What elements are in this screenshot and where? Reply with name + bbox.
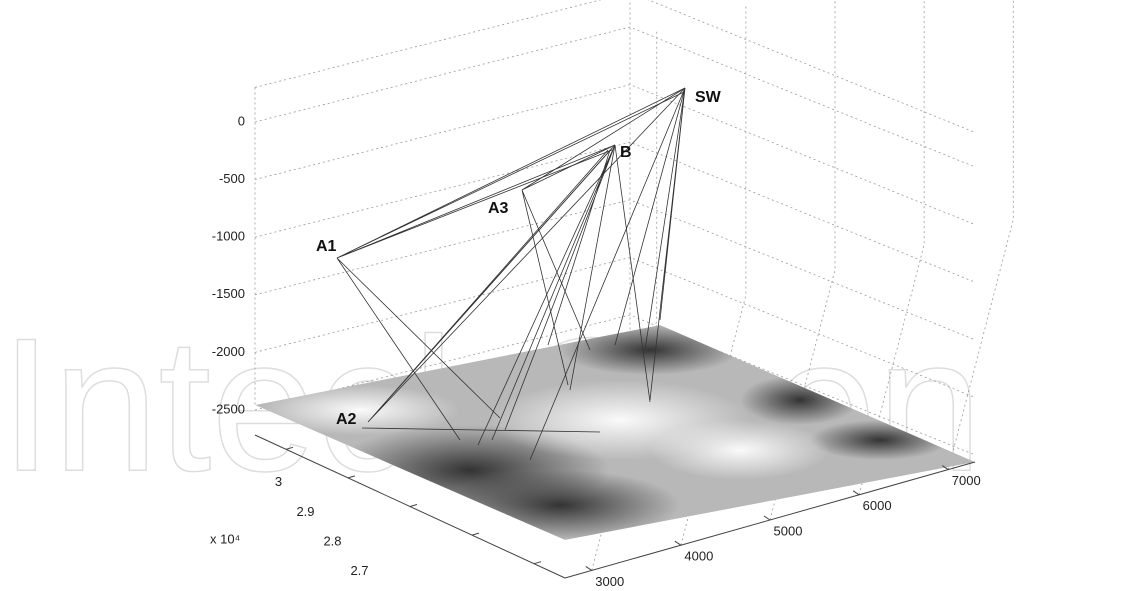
y-tick-label: 2.7 [350, 563, 368, 578]
point-label: A2 [336, 411, 357, 428]
grid-line [254, 26, 976, 168]
x-tick-label: 6000 [863, 498, 892, 513]
ray-paths [336, 87, 686, 461]
y-tick [347, 475, 356, 479]
grid-line [254, 314, 976, 456]
y-tick-label: 3 [275, 474, 282, 489]
wall-edge [254, 0, 976, 405]
z-tick-label: -1500 [212, 286, 245, 301]
x-tick [585, 566, 593, 571]
y-tick-label: 2.8 [323, 533, 341, 548]
y-tick [409, 504, 418, 507]
y-tick [471, 532, 480, 536]
x-tick [852, 490, 860, 496]
point-label: SW [695, 89, 722, 106]
z-tick-label: -2000 [212, 344, 245, 359]
y-tick [533, 561, 542, 565]
z-tick-label: -2500 [212, 401, 245, 416]
x-axis [564, 461, 976, 579]
x-tick [674, 540, 682, 546]
x-tick-label: 7000 [952, 473, 981, 488]
grid-line [858, 0, 925, 495]
x-tick-label: 5000 [774, 523, 803, 538]
grid-line [254, 84, 976, 225]
point-label: A3 [488, 200, 509, 217]
y-tick [285, 446, 294, 450]
x-tick [763, 515, 771, 521]
x-tick [941, 465, 949, 470]
z-tick-label: 0 [238, 113, 245, 128]
grid-line [254, 141, 976, 283]
z-tick-label: -1000 [212, 229, 245, 244]
x-tick-label: 3000 [595, 574, 624, 589]
point-label: B [620, 144, 632, 161]
x-tick-label: 4000 [684, 549, 713, 564]
grid-line [947, 0, 1014, 470]
y-multiplier: x 10⁴ [210, 531, 240, 546]
point-label: A1 [316, 238, 337, 255]
grid [254, 0, 1014, 571]
z-tick-label: -500 [219, 171, 245, 186]
y-tick-label: 2.9 [296, 504, 314, 519]
grid-line [254, 199, 976, 341]
